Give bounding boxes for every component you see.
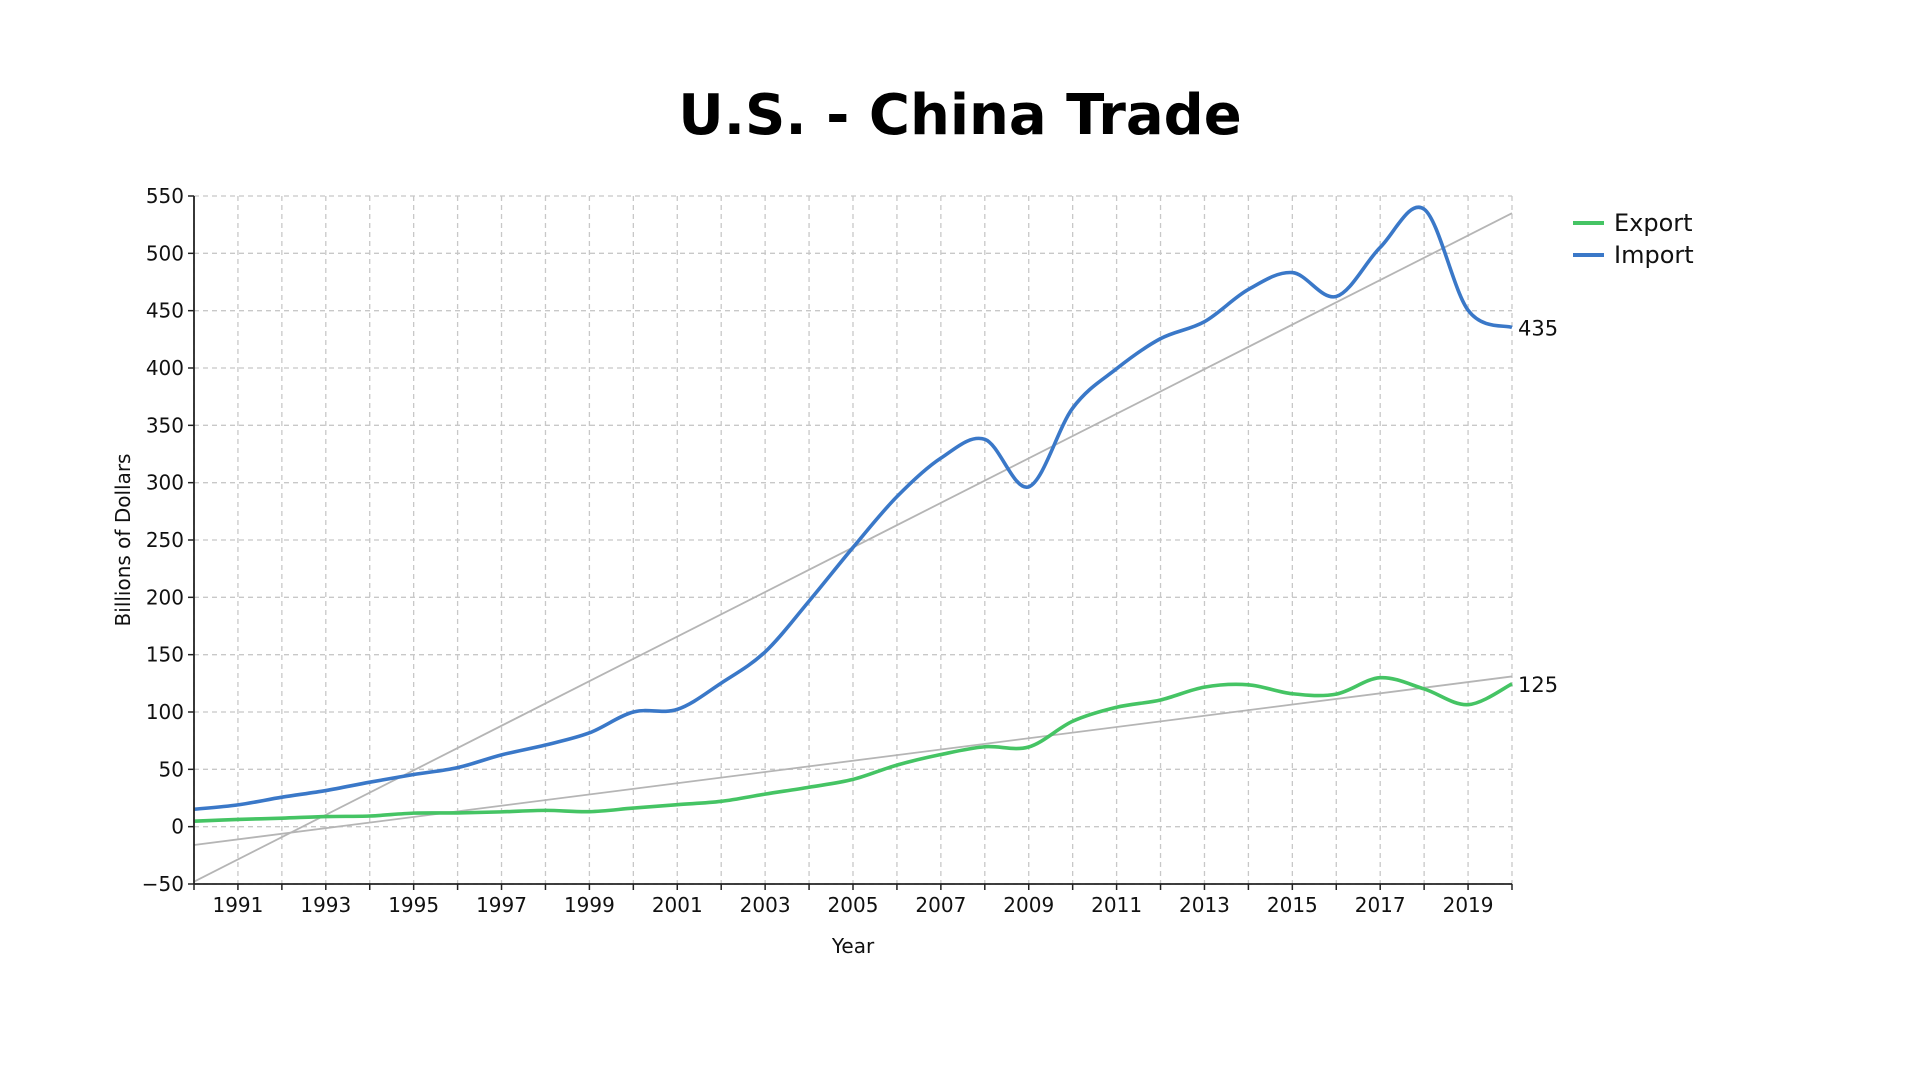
x-tick-label: 1993	[300, 893, 351, 917]
y-tick-label: 150	[146, 643, 184, 667]
x-tick-label: 1995	[388, 893, 439, 917]
x-tick-label: 2011	[1091, 893, 1142, 917]
series-lines: 125 435	[193, 205, 1558, 823]
y-axis-label: Billions of Dollars	[111, 454, 135, 627]
x-axis-label: Year	[831, 934, 875, 958]
y-tick-label: 350	[146, 413, 184, 437]
axes: −50 0 50 100 150 200 250 300 350 400 450 500 550 1991…	[142, 184, 1513, 917]
x-tick-label: 2015	[1267, 893, 1318, 917]
x-tick-label: 2017	[1355, 893, 1406, 917]
x-tick-label: 1991	[212, 893, 263, 917]
x-tick-label: 2019	[1443, 893, 1494, 917]
y-tick-label: 450	[146, 299, 184, 323]
y-tick-label: −50	[142, 872, 184, 896]
series-line-export	[193, 675, 1513, 823]
chart-title: U.S. - China Trade	[678, 83, 1241, 148]
x-tick-label: 1999	[564, 893, 615, 917]
y-tick-label: 250	[146, 528, 184, 552]
y-tick-label: 300	[146, 471, 184, 495]
trend-line-export	[193, 675, 1513, 846]
x-tick-label: 2007	[915, 893, 966, 917]
x-tick-label: 2001	[652, 893, 703, 917]
x-tick-label: 2009	[1003, 893, 1054, 917]
y-tick-label: 200	[146, 585, 184, 609]
y-tick-label: 500	[146, 241, 184, 265]
end-value-label-export: 125	[1518, 673, 1558, 697]
x-tick-label: 2005	[828, 893, 879, 917]
y-tick-label: 0	[171, 815, 184, 839]
x-tick-label: 2013	[1179, 893, 1230, 917]
legend-label-import: Import	[1614, 241, 1694, 269]
end-value-label-import: 435	[1518, 316, 1558, 340]
legend-label-export: Export	[1614, 209, 1693, 237]
y-tick-label: 50	[159, 757, 184, 781]
y-tick-label: 100	[146, 700, 184, 724]
x-tick-label: 1997	[476, 893, 527, 917]
y-tick-label: 550	[146, 184, 184, 208]
y-tick-label: 400	[146, 356, 184, 380]
x-tick-label: 2003	[740, 893, 791, 917]
legend: Export Import	[1573, 209, 1694, 269]
series-line-import	[193, 205, 1513, 812]
grid	[193, 195, 1513, 885]
